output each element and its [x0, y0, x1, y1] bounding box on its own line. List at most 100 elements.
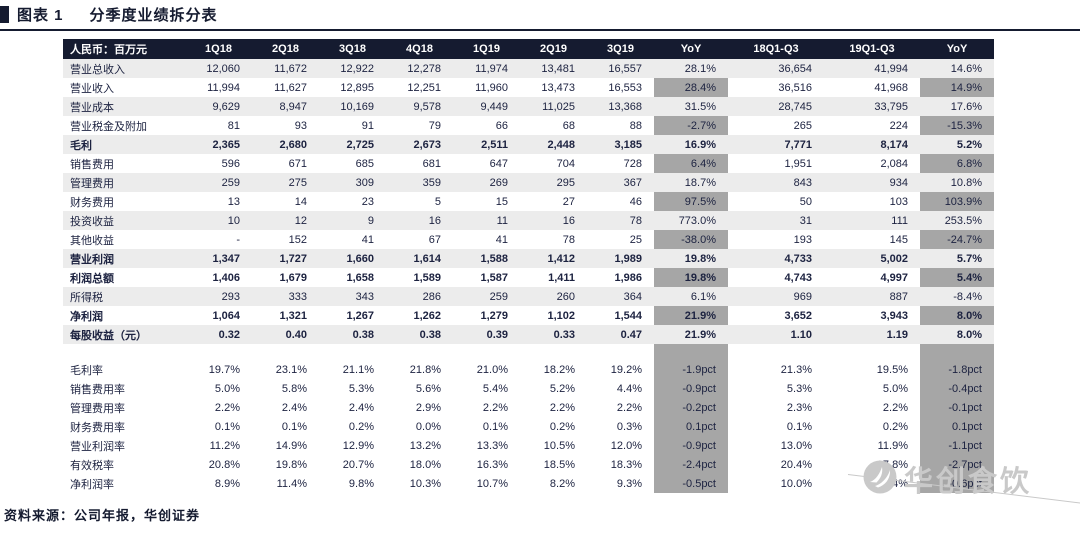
value-cell	[728, 344, 824, 360]
value-cell: 596	[221, 157, 240, 170]
source-note: 资料来源：公司年报，华创证券	[4, 508, 201, 523]
value-cell: 0.1pct	[654, 417, 728, 436]
value-cell: 0.2%	[549, 420, 575, 433]
value-cell: 647	[489, 157, 508, 170]
spacer-row	[63, 344, 994, 360]
value-cell: 18.2%	[543, 363, 575, 376]
value-cell: 1,679	[279, 271, 307, 284]
table-row: 毛利 2,365 2,680 2,725 2,673 2,511 2,448 3,185 16.…	[63, 135, 994, 154]
value-cell: 260	[520, 287, 587, 306]
value-cell: 8.2%	[549, 477, 575, 490]
column-header-cell: 1Q19	[453, 39, 520, 59]
value-cell: 11,672	[252, 59, 319, 78]
value-cell: 19.7%	[208, 363, 240, 376]
value-cell: 11.4%	[276, 477, 307, 490]
value-cell: 0.3%	[616, 420, 642, 433]
value-cell: 887	[824, 287, 920, 306]
value-cell: 934	[824, 173, 920, 192]
value-cell: 10.8%	[920, 173, 994, 192]
table-row: 营业税金及附加 81 93 91 79 66 68 88 -2.7% 265 224 -15.3%	[63, 116, 994, 135]
quarterly-breakdown-table: 人民币：百万元 1Q18 2Q18 3Q18 4Q18 1Q19 2Q19 3Q19 YoY 18…	[63, 39, 994, 493]
value-cell: 5.2%	[920, 135, 994, 154]
value-cell: 14.6%	[920, 59, 994, 78]
row-label: 利润总额	[70, 272, 114, 285]
table-row: 销售费用 596 671 685 681 647 704 728 6.4% 1,951 2,084 6…	[63, 154, 994, 173]
value-cell: 9,449	[453, 97, 520, 116]
value-cell: 1,412	[520, 249, 587, 268]
value-cell: 12,895	[340, 81, 374, 94]
row-label: 毛利	[63, 135, 185, 154]
value-cell: 2.2%	[616, 401, 642, 414]
value-cell: 0.40	[252, 325, 319, 344]
value-cell: 1.19	[824, 325, 920, 344]
column-header-cell: 3Q18	[319, 39, 386, 59]
row-label: 有效税率	[70, 459, 114, 472]
value-cell: 11,994	[207, 81, 240, 94]
value-cell: 28.1%	[654, 59, 728, 78]
value-cell: 17.6%	[920, 97, 994, 116]
row-label: 营业利润率	[70, 440, 125, 453]
value-cell: 12,060	[185, 59, 252, 78]
value-cell: 36,654	[728, 59, 824, 78]
table-row: 财务费用率 0.1% 0.1% 0.2% 0.0% 0.1% 0.2% 0.3% 0.1pct 0…	[63, 417, 994, 436]
table-row: 每股收益（元） 0.32 0.40 0.38 0.38 0.39 0.33 0.47 21.9%…	[63, 325, 994, 344]
value-cell	[386, 344, 453, 360]
value-cell: 28.4%	[654, 78, 728, 97]
value-cell: -8.4%	[920, 287, 994, 306]
table-row: 有效税率 20.8% 19.8% 20.7% 18.0% 16.3% 18.5% 18.3% -…	[63, 455, 994, 474]
value-cell: 21.9%	[654, 306, 728, 325]
value-cell: 19.2%	[610, 363, 642, 376]
value-cell: 10.0%	[780, 477, 812, 490]
value-cell: 773.0%	[654, 211, 728, 230]
value-cell: 969	[728, 287, 824, 306]
value-cell: 367	[587, 173, 654, 192]
value-cell: 2,725	[319, 135, 386, 154]
value-cell: 46	[629, 195, 642, 208]
value-cell: 0.33	[520, 325, 587, 344]
value-cell: 41,968	[874, 81, 908, 94]
column-header-cell: 4Q18	[386, 39, 453, 59]
value-cell: 18.5%	[543, 458, 575, 471]
figure-header: 图表 1 分季度业绩拆分表	[0, 0, 1080, 31]
column-header-cell: YoY	[654, 39, 728, 59]
value-cell: 21.1%	[342, 363, 374, 376]
value-cell: 36,516	[778, 81, 812, 94]
table-row: 管理费用 259 275 309 359 269 295 367 18.7% 843 934 10.8…	[63, 173, 994, 192]
value-cell: 79	[428, 119, 441, 132]
value-cell: 31.5%	[654, 97, 728, 116]
value-cell: 1,262	[413, 309, 441, 322]
value-cell: 68	[562, 119, 575, 132]
value-cell: 21.8%	[409, 363, 441, 376]
value-cell: 13	[227, 195, 240, 208]
value-cell: 4.4%	[616, 382, 642, 395]
value-cell: 0.1%	[482, 420, 508, 433]
value-cell: 20.8%	[208, 458, 240, 471]
value-cell	[520, 344, 587, 360]
value-cell: 5	[434, 195, 441, 208]
value-cell: 21.0%	[476, 363, 508, 376]
value-cell: 0.2%	[882, 420, 908, 433]
column-header-cell: YoY	[920, 39, 994, 59]
figure-footer: 资料来源：公司年报，华创证券	[0, 505, 1080, 524]
value-cell: 103	[889, 195, 908, 208]
column-header-cell: 19Q1-Q3	[824, 39, 920, 59]
row-label: 营业收入	[70, 82, 114, 95]
value-cell: 19.8%	[654, 249, 728, 268]
value-cell: 1,660	[319, 249, 386, 268]
value-cell: 685	[355, 157, 374, 170]
value-cell: 0.38	[319, 325, 386, 344]
value-cell: 2,448	[520, 135, 587, 154]
row-label: 其他收益	[70, 234, 114, 247]
value-cell: 5.8%	[281, 382, 307, 395]
value-cell: 1,614	[386, 249, 453, 268]
row-label: 投资收益	[63, 211, 185, 230]
value-cell: 0.47	[587, 325, 654, 344]
value-cell: 704	[556, 157, 575, 170]
value-cell: 2.3%	[786, 401, 812, 414]
value-cell: 11,025	[520, 97, 587, 116]
value-cell: 23.1%	[275, 363, 307, 376]
value-cell	[453, 344, 520, 360]
value-cell: 13.2%	[409, 439, 441, 452]
table-row: 财务费用 13 14 23 5 15 27 46 97.5% 50 103 103.9%	[63, 192, 994, 211]
